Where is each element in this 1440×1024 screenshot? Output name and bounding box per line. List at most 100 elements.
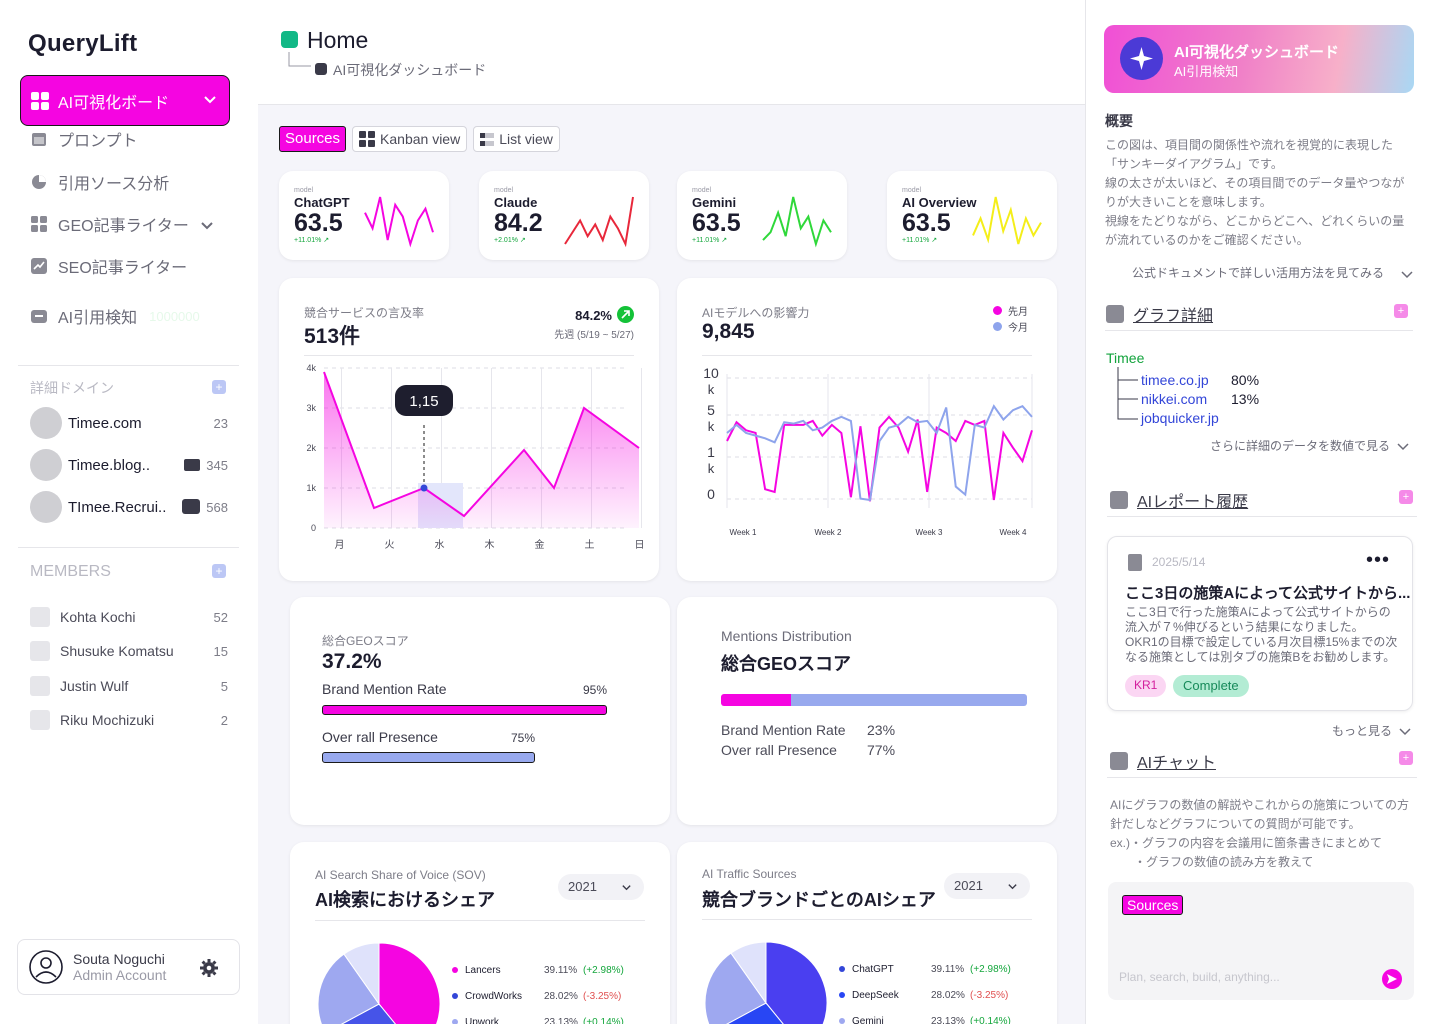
member-row[interactable]: Riku Mochizuki 2 (30, 709, 230, 731)
presence-bar-track (322, 752, 536, 763)
doc-link[interactable]: 公式ドキュメントで詳しい活用方法を見てみる (1132, 264, 1413, 281)
kpi-card-chatgpt[interactable]: model ChatGPT 63.5 +11.01% ↗ (279, 171, 449, 260)
kpi-card-ai-overview[interactable]: model AI Overview 63.5 +11.01% ↗ (887, 171, 1057, 260)
x-tick-label: Week 1 (730, 528, 758, 537)
dashboard-banner[interactable]: AI可視化ダッシュボード AI引用検知 (1104, 25, 1414, 93)
graph-detail-header[interactable]: グラフ詳細 (1106, 302, 1213, 326)
kpi-delta: +2.01% ↗ (494, 237, 526, 244)
pie-slice[interactable] (343, 942, 380, 1006)
member-name: Shusuke Komatsu (60, 643, 174, 659)
user-name: Souta Noguchi (73, 951, 165, 967)
document-icon (30, 710, 50, 730)
pie-slice[interactable] (317, 953, 380, 1024)
chevron-down-icon (622, 885, 631, 891)
pie-slice[interactable] (730, 941, 767, 1005)
sov-small-title: AI Search Share of Voice (SOV) (315, 868, 486, 882)
video-icon (184, 459, 200, 471)
report-history-header[interactable]: AIレポート履歴 (1110, 488, 1248, 512)
overview-text: この図は、項目間の関係性や流れを視覚的に表現した 「サンキーダイアグラム」です。線… (1105, 138, 1405, 247)
x-tick-label: 水 (435, 539, 445, 551)
see-more-link[interactable]: もっと見る (1332, 722, 1411, 739)
tree-item[interactable]: timee.co.jp 80% (1141, 372, 1260, 388)
add-member-button[interactable]: + (212, 564, 226, 578)
tree-item[interactable]: nikkei.com 13% (1141, 391, 1260, 407)
sov-pie-chart[interactable] (317, 942, 441, 1024)
page-title: Home (307, 27, 369, 53)
mention-rate-value: 513件 (304, 325, 361, 348)
list-view-button[interactable]: List view (473, 126, 560, 152)
add-domain-button[interactable]: + (212, 380, 226, 394)
member-row[interactable]: Kohta Kochi 52 (30, 606, 230, 628)
area-line (323, 371, 640, 518)
legend-delta: (-3.25%) (970, 989, 1009, 1001)
data-point[interactable] (420, 484, 428, 492)
nav-seo-writer[interactable]: SEO記事ライター (30, 254, 187, 278)
gear-icon[interactable] (199, 958, 219, 978)
domain-row[interactable]: Timee.blog.. 345 (30, 449, 230, 481)
distribution-segment-brand (721, 694, 792, 706)
grid-icon (31, 91, 49, 110)
report-card[interactable]: 2025/5/14 ••• ここ3日の施策Aによって公式サイトから... ここ3… (1107, 536, 1413, 711)
folder-icon (31, 310, 47, 323)
ai-chat-header[interactable]: AIチャット (1110, 749, 1216, 773)
kpi-name: AI Overview (902, 195, 977, 210)
traffic-year-select[interactable]: 2021 (944, 873, 1030, 899)
pencil-icon (1110, 752, 1128, 770)
member-row[interactable]: Shusuke Komatsu 15 (30, 640, 230, 662)
legend-name: Lancers (465, 964, 501, 976)
legend-dot (839, 992, 845, 998)
domain-row[interactable]: Timee.com 23 (30, 407, 230, 439)
chat-input[interactable]: Plan, search, build, anything... (1119, 970, 1280, 984)
calendar-icon (32, 133, 46, 146)
pie-slice[interactable] (712, 1002, 804, 1024)
mention-area-chart[interactable]: 4k 3k 2k 1k 0 月 火 水 木 金 土 日 1,15 (279, 363, 659, 563)
distribution-segment-presence (791, 694, 1027, 706)
more-options-icon[interactable]: ••• (1366, 549, 1391, 571)
x-tick-label: Week 3 (916, 528, 944, 537)
domain-row[interactable]: TImee.Recrui.. 568 (30, 491, 230, 523)
home-icon (281, 31, 298, 48)
pie-slice[interactable] (378, 942, 441, 1024)
breadcrumb[interactable]: AI可視化ダッシュボード (333, 62, 487, 78)
add-graph-detail-button[interactable]: + (1394, 304, 1408, 318)
nav-prompt[interactable]: プロンプト (30, 127, 138, 151)
mention-rate-title: 競合サービスの言及率 (304, 306, 425, 320)
x-tick-label: 火 (385, 539, 395, 551)
kpi-card-gemini[interactable]: model Gemini 63.5 +11.01% ↗ (677, 171, 847, 260)
pie-slice[interactable] (704, 952, 767, 1024)
more-data-link[interactable]: さらに詳細のデータを数値で見る (1210, 437, 1409, 454)
sov-title: AI検索におけるシェア (315, 890, 495, 910)
sources-button[interactable]: Sources (279, 126, 347, 152)
kanban-view-button[interactable]: Kanban view (352, 126, 468, 152)
nav-ai-detection[interactable]: AI引用検知 1000000 (30, 304, 200, 328)
kpi-value: 63.5 (294, 209, 343, 237)
traffic-pie-chart[interactable] (704, 941, 828, 1024)
avatar (30, 449, 62, 481)
chevron-down-icon (1008, 884, 1017, 890)
nav-geo-writer[interactable]: GEO記事ライター (30, 212, 220, 236)
pie-slice[interactable] (765, 941, 828, 1024)
chat-input-box[interactable]: Sources Plan, search, build, anything... (1108, 882, 1414, 1000)
x-tick-label: Week 2 (815, 528, 843, 537)
grid-icon (31, 216, 47, 232)
add-chat-button[interactable]: + (1399, 751, 1413, 765)
sov-year-select[interactable]: 2021 (558, 874, 644, 900)
legend-this-month: 今月 (993, 321, 1028, 337)
add-report-button[interactable]: + (1399, 490, 1413, 504)
send-icon[interactable] (1382, 969, 1402, 989)
x-tick-label: Week 4 (1000, 528, 1028, 537)
chat-sources-button[interactable]: Sources (1122, 895, 1184, 915)
chevron-down-icon (1401, 271, 1413, 279)
tree-item[interactable]: jobquicker.jp (1141, 410, 1219, 426)
nav-ai-board[interactable]: AI可視化ボード (20, 75, 230, 126)
app-logo: QueryLift (28, 30, 138, 57)
pie-slice[interactable] (325, 1003, 417, 1024)
user-card[interactable]: Souta Noguchi Admin Account (17, 939, 240, 995)
member-row[interactable]: Justin Wulf 5 (30, 675, 230, 697)
kpi-card-claude[interactable]: model Claude 84.2 +2.01% ↗ (479, 171, 649, 260)
legend-delta: (-3.25%) (583, 990, 622, 1002)
nav-citation-analysis[interactable]: 引用ソース分析 (30, 170, 169, 194)
nav-geo-label: GEO記事ライター (58, 218, 189, 235)
y-tick-unit: k (708, 461, 715, 476)
